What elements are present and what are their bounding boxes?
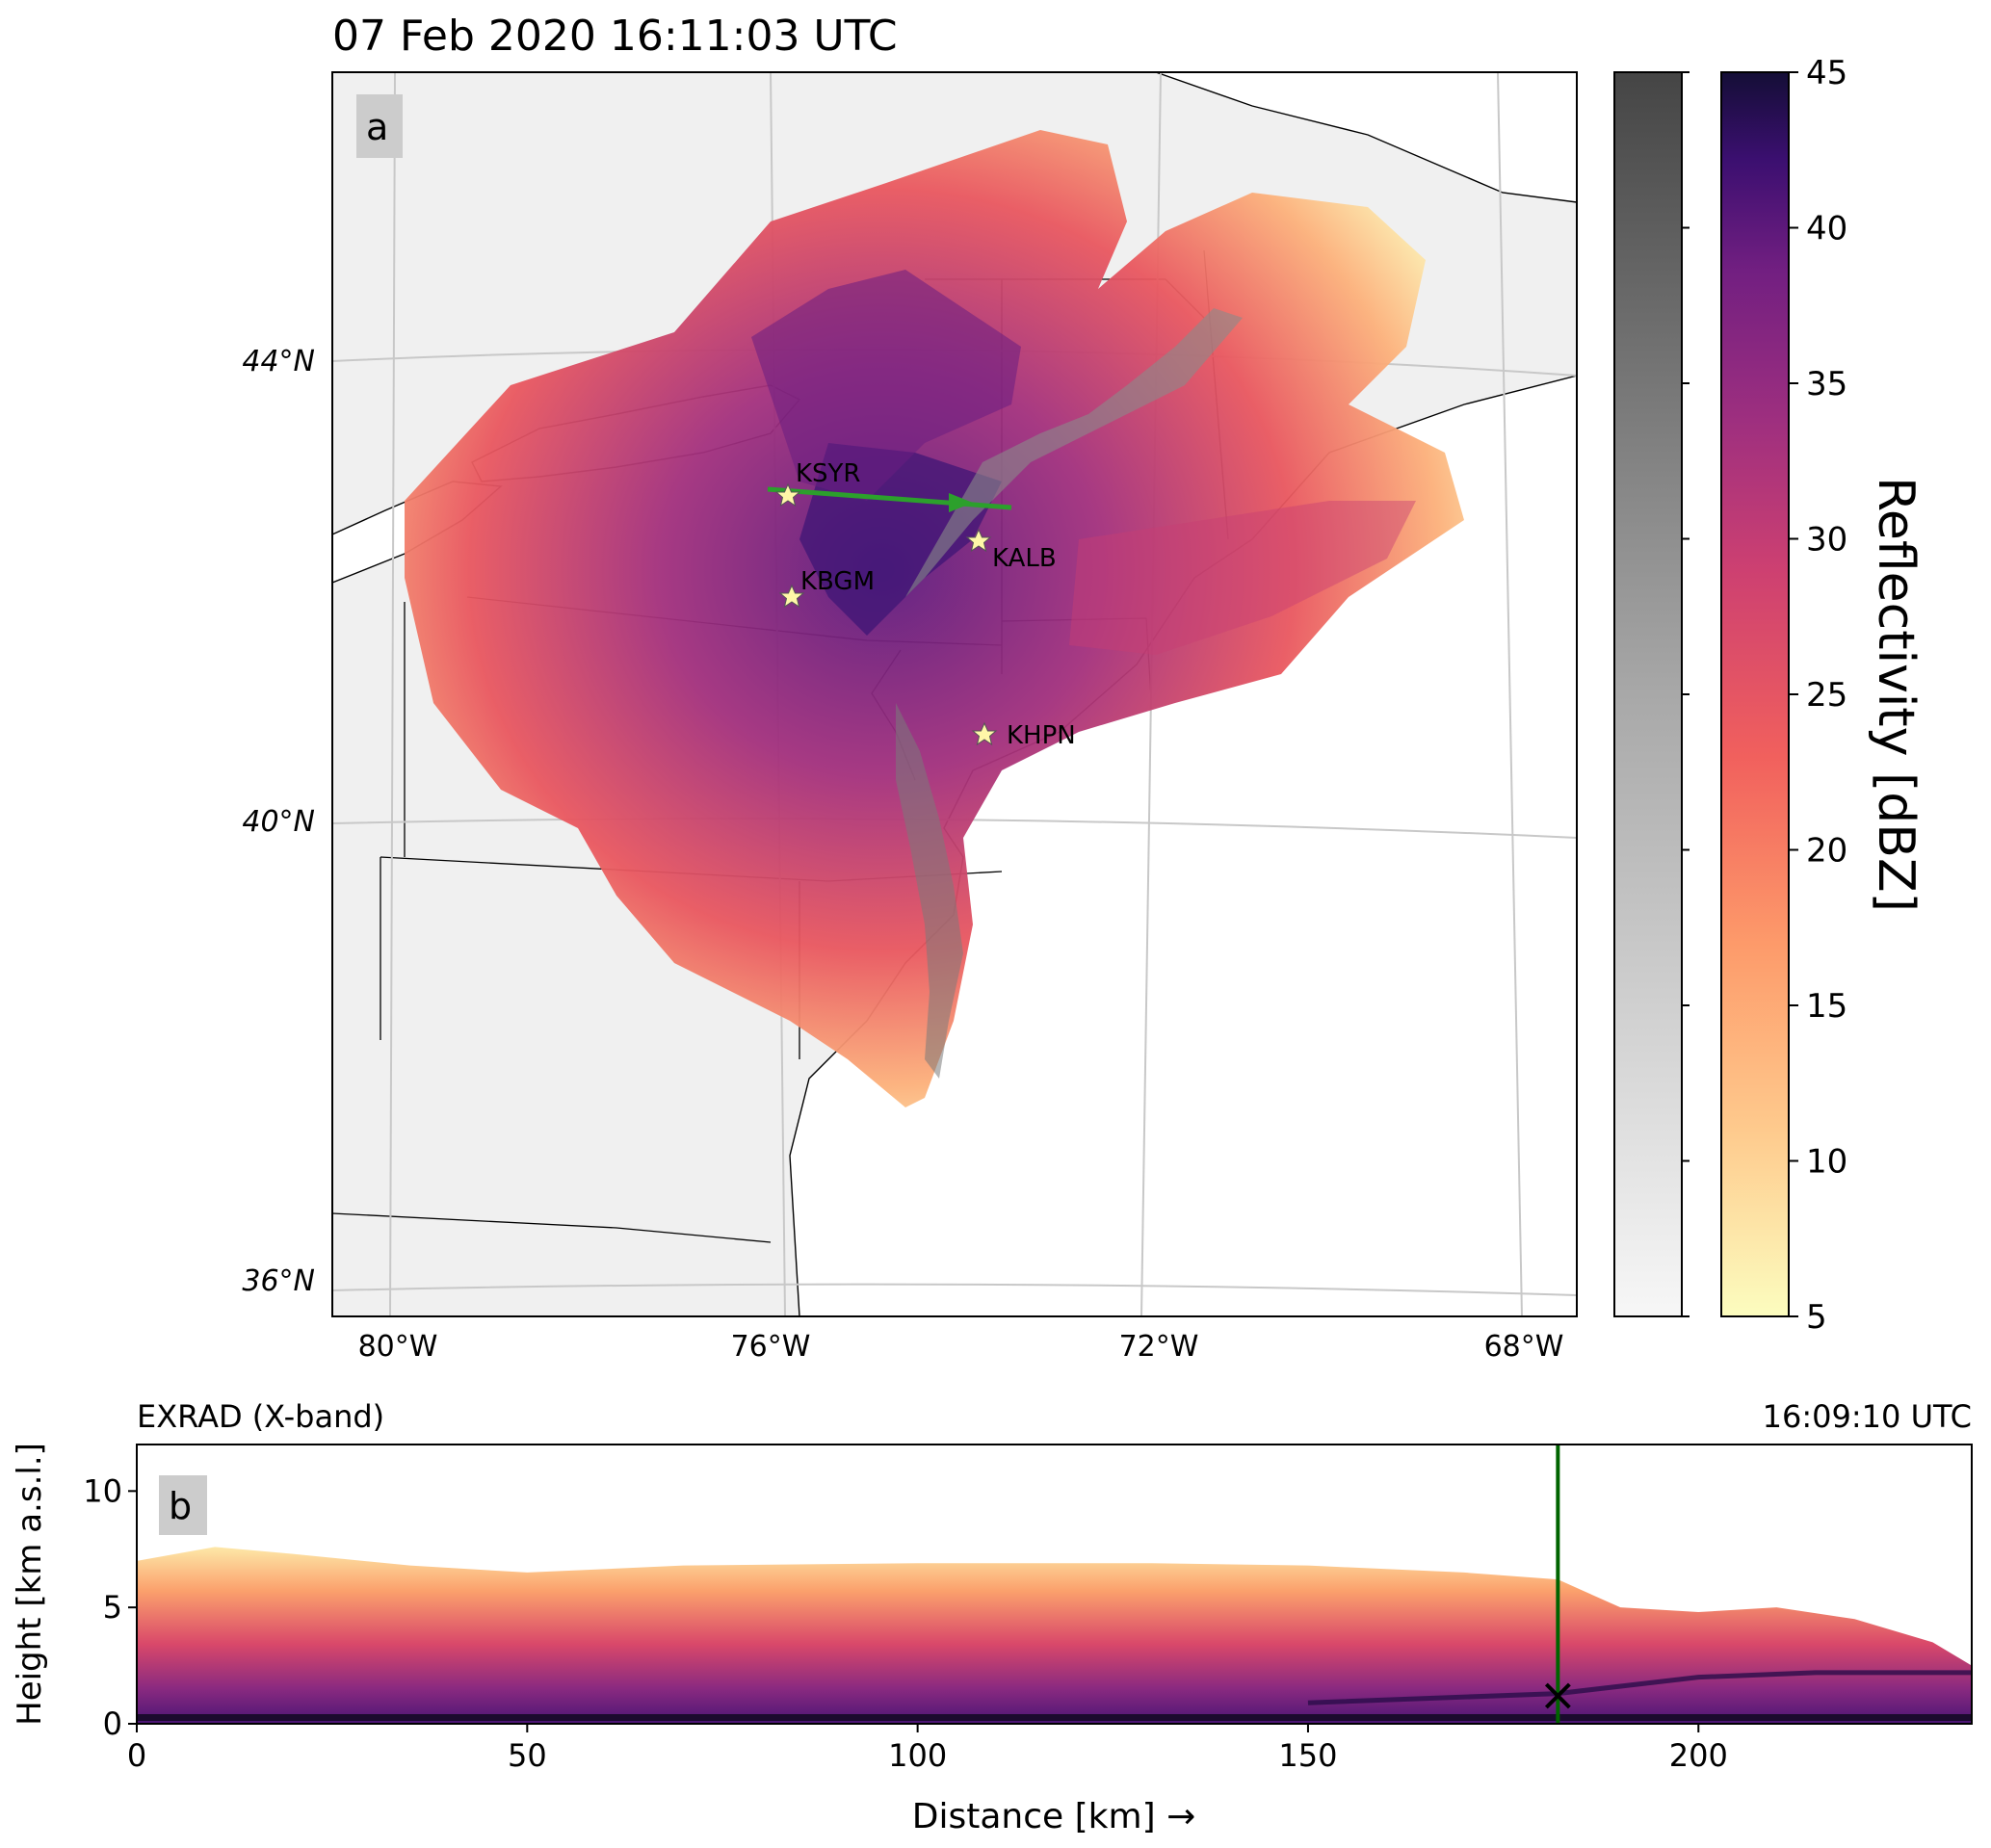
station-star-khpn [971,721,998,746]
panel-b-time: 16:09:10 UTC [1763,1398,1972,1435]
x-axis-ticks: 0 50 100 150 200 [127,1724,1728,1774]
colorbar-tick-label: 20 [1806,832,1847,871]
lat-tick-44: 44°N [242,345,315,378]
echo-scattered-east [1069,501,1416,655]
y-tick-label: 0 [103,1705,122,1742]
gray-colorbar-ticks [1682,71,1690,1317]
curtain-frame [136,1444,1973,1725]
colorbar-tick-label: 40 [1806,210,1847,248]
panel-a-title: 07 Feb 2020 16:11:03 UTC [332,12,898,61]
station-star-kbgm [778,584,805,609]
map-frame [331,71,1578,1317]
lon-tick-68w: 68°W [1484,1330,1564,1364]
x-tick-label: 50 [508,1737,547,1774]
reflectivity-field [405,130,1464,1107]
colorbar-tick-label: 45 [1806,54,1847,92]
y-axis-label: Height [km a.s.l.] [11,1443,49,1726]
colorbar-tick-label: 35 [1806,365,1847,403]
station-label-ksyr: KSYR [796,459,861,488]
flight-track-arrow [949,493,973,512]
lat-tick-36: 36°N [242,1264,315,1298]
gray-coastal-band [896,703,963,1079]
bright-band [1307,1670,1972,1705]
station-label-khpn: KHPN [1007,721,1076,750]
map-panel: KSYR KBGM KALB KHPN a [332,72,1577,1316]
x-tick-label: 100 [888,1737,947,1774]
station-label-kbgm: KBGM [800,567,875,596]
lon-tick-72w: 72°W [1119,1330,1199,1364]
ground-line [137,1714,1972,1721]
colorbar-tick-label: 30 [1806,521,1847,560]
panel-a-label-box [356,94,403,158]
y-tick-label: 5 [103,1589,122,1626]
y-axis-ticks: 0 5 10 [83,1472,137,1742]
lon-tick-76w: 76°W [731,1330,811,1364]
echo-region-main [405,130,1464,1107]
colorbar-tick-label: 5 [1806,1298,1827,1337]
gray-mixed-phase-band [905,308,1243,597]
colorbar-tick-label: 15 [1806,987,1847,1026]
flight-track [767,486,1012,510]
station-star-kalb [965,528,992,553]
x-tick-label: 0 [127,1737,146,1774]
panel-b-label-box [159,1475,207,1535]
panel-b-instrument: EXRAD (X-band) [137,1398,384,1435]
station-markers: KSYR KBGM KALB KHPN [774,459,1076,750]
cross-marker-stroke [1544,1682,1571,1709]
x-axis-label: Distance [km] → [912,1797,1195,1836]
y-tick-label: 10 [83,1472,122,1509]
station-star-ksyr [774,482,801,508]
colorbar-ticks: 5 10 15 20 25 30 35 40 45 [1789,54,1847,1337]
panel-a-label: a [366,106,388,148]
colorbar-label: Reflectivity [dBZ] [1867,477,1925,912]
reflectivity-colorbar [1720,71,1790,1317]
lon-tick-80w: 80°W [358,1330,438,1364]
panel-b-label: b [169,1485,192,1527]
curtain-panel [137,1445,1972,1724]
colorbar-tick-label: 25 [1806,676,1847,715]
x-tick-label: 150 [1278,1737,1337,1774]
lat-tick-40: 40°N [242,805,315,839]
echo-band-purple [751,270,1021,501]
echo-region [137,1547,1972,1724]
x-tick-label: 200 [1669,1737,1728,1774]
gray-colorbar [1613,71,1683,1317]
station-label-kalb: KALB [992,544,1057,573]
colorbar-tick-label: 10 [1806,1143,1847,1182]
cross-marker [1544,1682,1571,1709]
